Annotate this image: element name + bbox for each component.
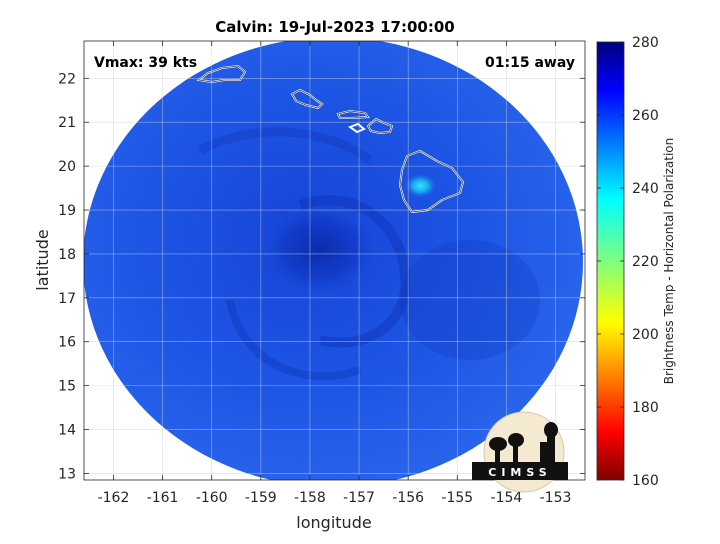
- x-tick-label: -153: [540, 490, 572, 506]
- y-tick-label: 14: [58, 423, 76, 439]
- x-tick-label: -162: [98, 490, 130, 506]
- colorbar-tick-label: 240: [632, 181, 659, 197]
- x-tick-label: -154: [491, 490, 523, 506]
- y-tick-label: 19: [58, 203, 76, 219]
- x-tick-label: -160: [196, 490, 228, 506]
- x-tick-label: -159: [245, 490, 277, 506]
- y-tick-label: 15: [58, 379, 76, 395]
- colorbar-tick-label: 260: [632, 108, 659, 124]
- rainband-2: [226, 299, 362, 381]
- rainband-1: [298, 195, 411, 348]
- logo-text: CIMSS: [488, 466, 551, 479]
- grid: [84, 41, 585, 480]
- colorbar-tick-label: 200: [632, 327, 659, 343]
- x-tick-label: -156: [392, 490, 424, 506]
- y-axis-label: latitude: [33, 229, 52, 290]
- time-away-annotation: 01:15 away: [485, 55, 575, 71]
- x-axis-label: longitude: [296, 513, 371, 532]
- colorbar-tick-label: 180: [632, 400, 659, 416]
- x-tick-label: -155: [441, 490, 473, 506]
- coast-lanai: [347, 122, 366, 134]
- chart-title: Calvin: 19-Jul-2023 17:00:00: [215, 18, 454, 36]
- x-tick-label: -157: [343, 490, 375, 506]
- y-tick-label: 17: [58, 291, 76, 307]
- colorbar: [596, 41, 625, 481]
- axes-frame: [83, 40, 586, 481]
- colorbar-ticks: 160 180 200 220 240 260 280: [597, 35, 659, 489]
- colorbar-tick-label: 280: [632, 35, 659, 51]
- y-ticks: 13 14 15 16 17 18 19 20 21 22: [58, 71, 585, 482]
- x-tick-label: -161: [147, 490, 179, 506]
- colorbar-tick-label: 220: [632, 254, 659, 270]
- x-tick-label: -158: [294, 490, 326, 506]
- cold-patch: [400, 240, 540, 360]
- logo-band: [472, 462, 568, 480]
- x-ticks: -162 -161 -160 -159 -158 -157 -156 -155 -154 -153: [98, 41, 572, 506]
- swath-image: [84, 41, 583, 480]
- y-tick-label: 21: [58, 115, 76, 131]
- warm-spot: [404, 173, 437, 198]
- logo-dishes: [489, 422, 558, 462]
- cimss-logo: CIMSS: [472, 411, 568, 493]
- y-tick-label: 22: [58, 71, 76, 87]
- storm-core: [259, 201, 380, 298]
- y-tick-label: 20: [58, 159, 76, 175]
- colorbar-tick-label: 160: [632, 473, 659, 489]
- vmax-annotation: Vmax: 39 kts: [94, 55, 197, 71]
- rainband-3: [197, 127, 373, 164]
- y-tick-label: 16: [58, 335, 76, 351]
- colorbar-label: Brightness Temp - Horizontal Polarizatio…: [662, 138, 676, 385]
- y-tick-label: 13: [58, 466, 76, 482]
- y-tick-label: 18: [58, 247, 76, 263]
